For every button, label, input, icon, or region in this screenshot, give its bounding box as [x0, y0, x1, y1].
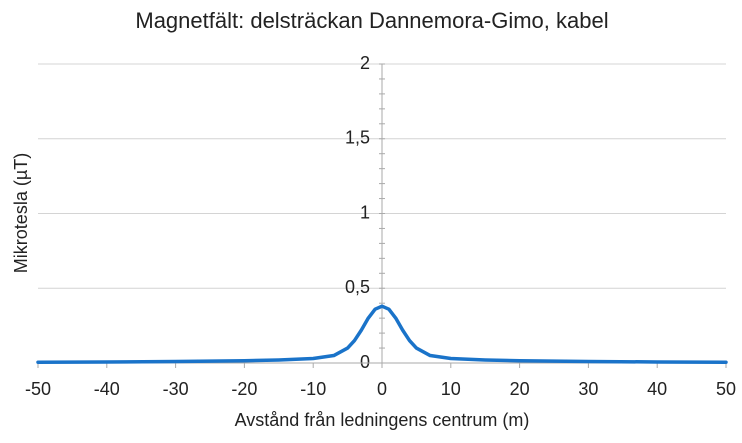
x-tick-label: -40 [94, 379, 120, 399]
x-tick-label: -20 [231, 379, 257, 399]
chart-title: Magnetfält: delsträckan Dannemora-Gimo, … [135, 8, 608, 33]
data-line [36, 304, 728, 365]
x-tick-label: 50 [716, 379, 736, 399]
y-tick-label: 2 [360, 53, 370, 73]
y-tick-label: 1 [360, 202, 370, 222]
x-tick-label: -30 [163, 379, 189, 399]
y-tick-label: 0 [360, 352, 370, 372]
x-tick-label: 30 [578, 379, 598, 399]
x-tick-label: 0 [377, 379, 387, 399]
x-tick-label: 20 [510, 379, 530, 399]
x-axis-label: Avstånd från ledningens centrum (m) [235, 410, 530, 430]
y-axis-label: Mikrotesla (µT) [11, 153, 31, 273]
y-tick-label: 1,5 [345, 128, 370, 148]
x-tick-label: -10 [300, 379, 326, 399]
x-tick-label: 40 [647, 379, 667, 399]
x-tick-label: 10 [441, 379, 461, 399]
y-tick-label: 0,5 [345, 277, 370, 297]
x-tick-label: -50 [25, 379, 51, 399]
